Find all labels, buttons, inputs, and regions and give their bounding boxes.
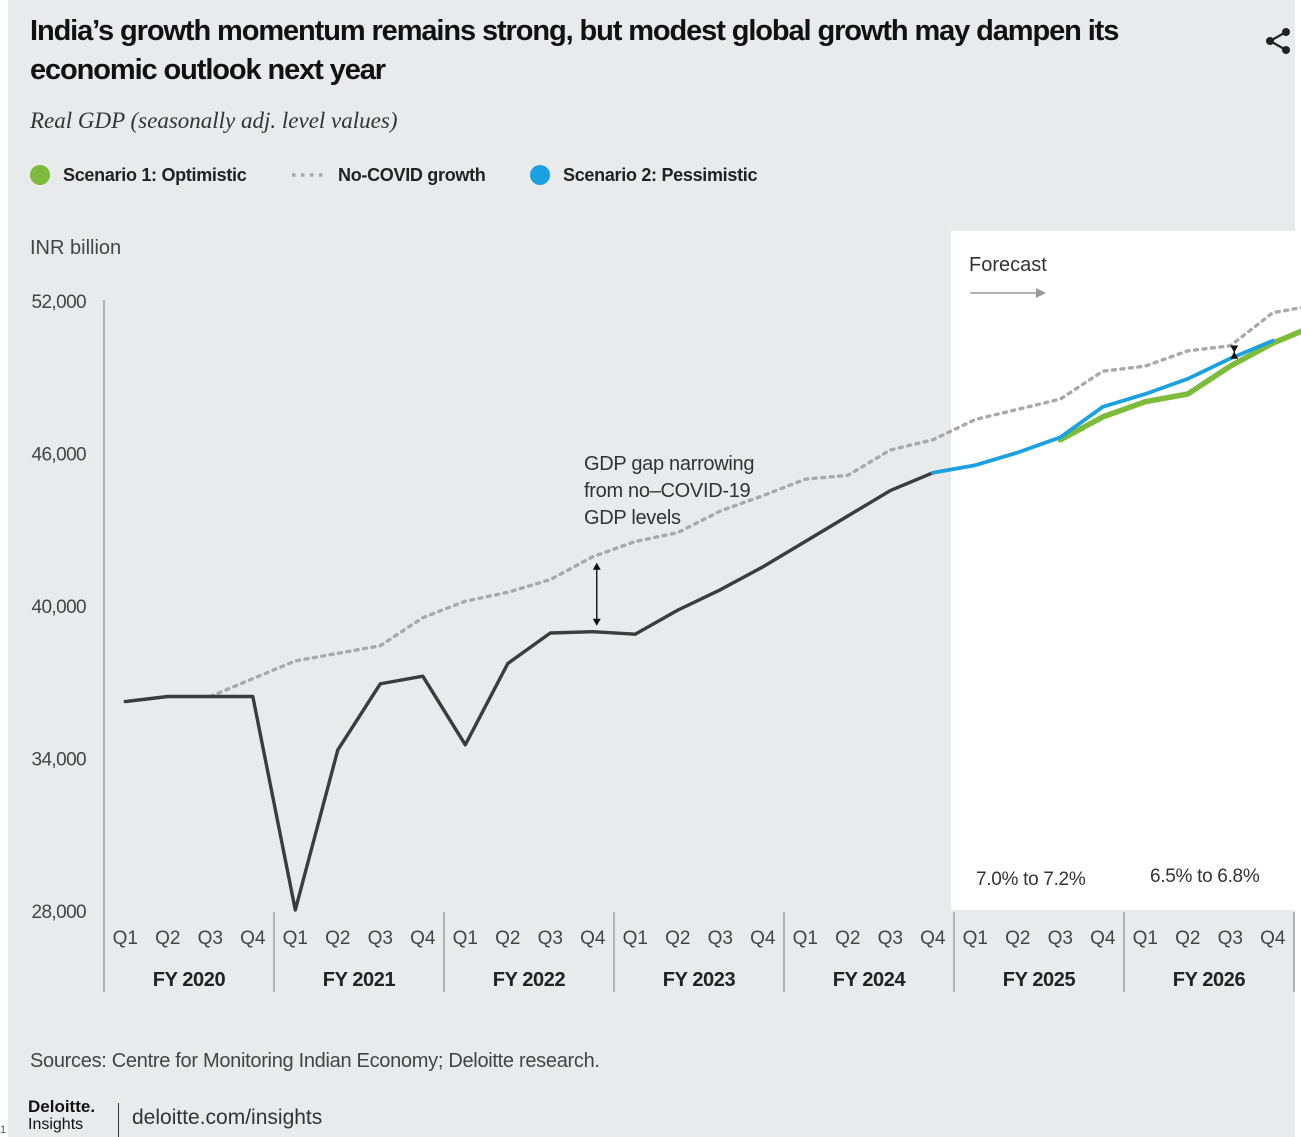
- legend-swatch-no-covid: [292, 173, 328, 177]
- legend-item-no-covid: No-COVID growth: [290, 160, 486, 190]
- x-tick-label-quarter: Q4: [1090, 928, 1116, 949]
- x-tick-label-quarter: Q1: [793, 928, 818, 949]
- x-tick-label-year: FY 2020: [153, 969, 226, 991]
- x-tick-label-year: FY 2022: [493, 969, 566, 991]
- x-tick-label-quarter: Q1: [623, 928, 648, 949]
- annotation-gdp-gap: GDP levels: [584, 507, 681, 529]
- y-tick-label: 28,000: [31, 902, 86, 923]
- x-tick-label-year: FY 2021: [323, 969, 396, 991]
- forecast-label: Forecast: [969, 254, 1047, 276]
- legend-item-optimistic: Scenario 1: Optimistic: [30, 160, 247, 190]
- x-tick-label-quarter: Q4: [240, 928, 266, 949]
- y-tick-label: 46,000: [31, 445, 86, 466]
- x-tick-label-quarter: Q1: [453, 928, 478, 949]
- x-tick-label-quarter: Q2: [1005, 928, 1030, 949]
- forecast-region: [951, 231, 1295, 910]
- series-line-no-covid: [208, 305, 1301, 699]
- legend-swatch-optimistic: [30, 165, 50, 185]
- gap-arrow-forecast-head-down: [1230, 345, 1239, 353]
- x-tick-label-quarter: Q2: [1175, 928, 1200, 949]
- page-marker: 1: [0, 1124, 7, 1136]
- x-tick-label-quarter: Q2: [835, 928, 860, 949]
- x-tick-label-quarter: Q3: [1048, 928, 1073, 949]
- annotation-gdp-gap: GDP gap narrowing: [584, 453, 754, 475]
- x-tick-label-year: FY 2023: [663, 969, 736, 991]
- forecast-arrow-head: [1036, 288, 1046, 298]
- x-tick-label-quarter: Q2: [155, 928, 180, 949]
- x-tick-label-quarter: Q1: [1133, 928, 1158, 949]
- x-tick-label-quarter: Q3: [878, 928, 903, 949]
- x-tick-label-quarter: Q3: [198, 928, 223, 949]
- x-tick-label-quarter: Q1: [963, 928, 988, 949]
- series-line-optimistic: [1057, 328, 1301, 443]
- x-tick-label-quarter: Q4: [580, 928, 606, 949]
- x-tick-label-quarter: Q2: [325, 928, 350, 949]
- legend-label-pessimistic: Scenario 2: Pessimistic: [563, 164, 758, 185]
- x-tick-label-quarter: Q1: [113, 928, 138, 949]
- x-tick-label-quarter: Q3: [708, 928, 733, 949]
- series-line-pessimistic: [930, 338, 1275, 475]
- x-tick-label-quarter: Q3: [368, 928, 393, 949]
- x-tick-label-quarter: Q4: [920, 928, 946, 949]
- x-tick-label-quarter: Q4: [750, 928, 776, 949]
- y-tick-label: 40,000: [31, 597, 86, 618]
- brand-url[interactable]: deloitte.com/insights: [132, 1106, 323, 1129]
- chart-subtitle: Real GDP (seasonally adj. level values): [30, 108, 398, 133]
- x-tick-label-quarter: Q3: [1218, 928, 1243, 949]
- deloitte-logo: Deloitte. Insights: [28, 1098, 95, 1134]
- x-tick-label-quarter: Q4: [410, 928, 436, 949]
- brand-sub: Insights: [28, 1116, 84, 1133]
- growth-range-fy2026: 6.5% to 6.8%: [1150, 866, 1260, 887]
- x-tick-label-quarter: Q3: [538, 928, 563, 949]
- x-tick-label-year: FY 2025: [1003, 969, 1076, 991]
- growth-range-fy2025: 7.0% to 7.2%: [976, 869, 1086, 890]
- share-icon[interactable]: [1262, 26, 1294, 56]
- brand-name: Deloitte.: [28, 1097, 96, 1116]
- legend-label-no-covid: No-COVID growth: [338, 164, 486, 185]
- chart-title: India’s growth momentum remains strong, …: [30, 15, 1119, 86]
- x-tick-label-quarter: Q2: [495, 928, 520, 949]
- y-tick-label: 52,000: [31, 292, 86, 313]
- x-tick-label-quarter: Q2: [665, 928, 690, 949]
- annotation-gdp-gap: from no–COVID-19: [584, 480, 751, 502]
- y-axis-title: INR billion: [30, 237, 121, 259]
- sources-note: Sources: Centre for Monitoring Indian Ec…: [30, 1050, 600, 1072]
- gap-arrow-actual-head-down: [592, 618, 601, 626]
- x-tick-label-year: FY 2024: [833, 969, 907, 991]
- legend-label-optimistic: Scenario 1: Optimistic: [63, 164, 247, 185]
- y-tick-label: 34,000: [31, 750, 86, 771]
- series-line-actual: [123, 471, 935, 912]
- x-tick-label-year: FY 2026: [1173, 969, 1246, 991]
- x-tick-label-quarter: Q4: [1260, 928, 1286, 949]
- gap-arrow-actual-head-up: [592, 562, 601, 570]
- brand-divider: [118, 1103, 119, 1137]
- gap-arrow-forecast-head-up: [1230, 351, 1239, 359]
- x-tick-label-quarter: Q1: [283, 928, 308, 949]
- legend-item-pessimistic: Scenario 2: Pessimistic: [530, 160, 758, 190]
- legend-swatch-pessimistic: [530, 165, 550, 185]
